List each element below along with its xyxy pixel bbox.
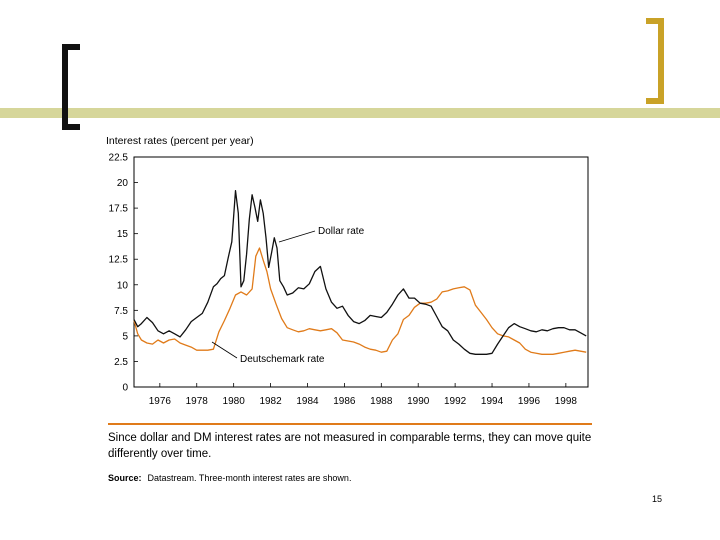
x-axis: 1976 1978 1980 1982 1984 1986 1988 1990 1992 1994… bbox=[149, 383, 578, 407]
y-tick-label: 2.5 bbox=[114, 357, 128, 368]
chart-title: Interest rates (percent per year) bbox=[106, 135, 254, 147]
x-tick-label: 1978 bbox=[186, 396, 209, 407]
y-tick-label: 12.5 bbox=[109, 255, 129, 266]
y-tick-label: 5 bbox=[122, 331, 128, 342]
x-tick-label: 1982 bbox=[259, 396, 282, 407]
plot-frame bbox=[133, 156, 589, 388]
x-tick-label: 1988 bbox=[370, 396, 393, 407]
x-tick-label: 1994 bbox=[481, 396, 504, 407]
annotation-dollar-rate: Dollar rate bbox=[318, 226, 365, 237]
y-tick-label: 17.5 bbox=[109, 204, 129, 215]
x-tick-label: 1984 bbox=[296, 396, 319, 407]
left-bracket-top bbox=[62, 44, 80, 50]
y-tick-label: 22.5 bbox=[109, 153, 129, 164]
annotation-deutschemark-rate: Deutschemark rate bbox=[240, 354, 325, 365]
dm-annotation-leader bbox=[211, 341, 238, 359]
y-tick-label: 10 bbox=[117, 280, 129, 291]
right-bracket-bottom bbox=[646, 98, 664, 104]
series-line-dollar bbox=[133, 190, 587, 355]
x-tick-label: 1976 bbox=[149, 396, 172, 407]
accent-bar bbox=[0, 108, 720, 118]
x-tick-label: 1992 bbox=[444, 396, 467, 407]
right-bracket-top bbox=[646, 18, 664, 24]
right-bracket bbox=[658, 18, 664, 104]
figure-caption: Since dollar and DM interest rates are n… bbox=[108, 432, 592, 460]
x-tick-label: 1990 bbox=[407, 396, 430, 407]
x-tick-label: 1998 bbox=[555, 396, 578, 407]
x-tick-label: 1980 bbox=[223, 396, 246, 407]
source-text: Datastream. Three-month interest rates a… bbox=[147, 473, 352, 483]
y-axis: 0 2.5 5 7.5 10 12.5 15 17.5 20 22.5 bbox=[109, 153, 138, 394]
source-note: Source: Datastream. Three-month interest … bbox=[108, 473, 598, 483]
left-bracket bbox=[62, 44, 68, 130]
x-tick-label: 1996 bbox=[518, 396, 541, 407]
left-bracket-bottom bbox=[62, 124, 80, 130]
dollar-annotation-leader bbox=[278, 230, 316, 243]
y-tick-label: 7.5 bbox=[114, 306, 128, 317]
x-tick-label: 1986 bbox=[333, 396, 356, 407]
y-tick-label: 15 bbox=[117, 229, 129, 240]
series-line-deutschemark bbox=[133, 247, 587, 355]
caption-rule bbox=[108, 423, 592, 425]
page-number: 15 bbox=[652, 494, 663, 504]
source-label: Source: bbox=[108, 473, 142, 483]
y-tick-label: 0 bbox=[122, 383, 128, 394]
y-tick-label: 20 bbox=[117, 178, 129, 189]
